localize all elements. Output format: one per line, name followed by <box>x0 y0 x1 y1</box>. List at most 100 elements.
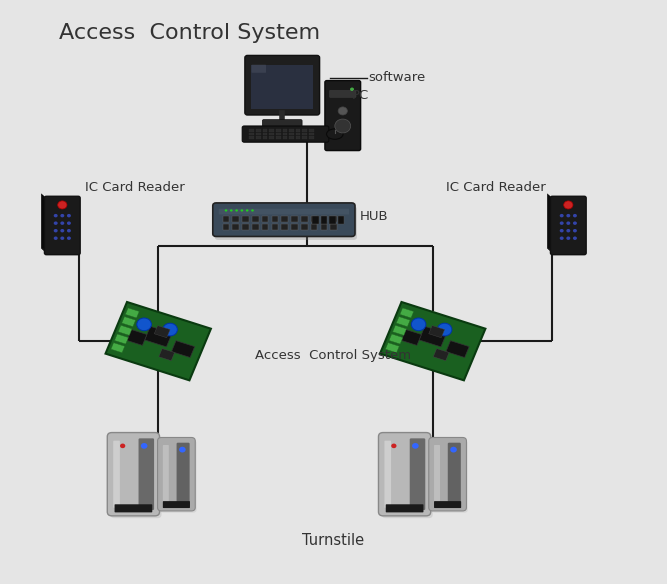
Circle shape <box>560 237 564 240</box>
Bar <box>302 133 307 135</box>
Bar <box>289 133 293 135</box>
Polygon shape <box>419 326 447 347</box>
Bar <box>302 130 307 132</box>
Polygon shape <box>380 302 486 380</box>
Circle shape <box>241 209 243 211</box>
Bar <box>269 133 274 135</box>
Text: Access  Control System: Access Control System <box>59 23 320 43</box>
FancyBboxPatch shape <box>448 443 461 506</box>
FancyBboxPatch shape <box>107 433 159 516</box>
Bar <box>309 130 313 132</box>
Circle shape <box>335 119 351 133</box>
FancyBboxPatch shape <box>245 55 319 115</box>
Bar <box>295 130 300 132</box>
Bar <box>301 216 307 222</box>
Circle shape <box>412 443 419 449</box>
Bar <box>281 224 288 230</box>
Bar <box>276 137 281 139</box>
Polygon shape <box>547 193 552 253</box>
Polygon shape <box>400 308 414 318</box>
Polygon shape <box>389 334 403 344</box>
Bar <box>269 130 274 132</box>
Bar <box>233 216 239 222</box>
FancyBboxPatch shape <box>213 203 355 237</box>
FancyBboxPatch shape <box>251 65 266 73</box>
Bar <box>338 216 344 224</box>
FancyBboxPatch shape <box>157 437 195 511</box>
Polygon shape <box>41 248 78 253</box>
FancyBboxPatch shape <box>378 433 431 516</box>
Bar <box>283 137 287 139</box>
Circle shape <box>60 214 64 217</box>
Polygon shape <box>111 343 125 353</box>
Circle shape <box>566 237 570 240</box>
Bar <box>233 224 239 230</box>
FancyBboxPatch shape <box>325 81 361 151</box>
Bar <box>301 224 307 230</box>
Bar <box>271 224 278 230</box>
Bar <box>242 216 249 222</box>
Bar <box>249 133 254 135</box>
Bar <box>291 216 298 222</box>
Bar <box>291 224 298 230</box>
FancyBboxPatch shape <box>434 501 461 508</box>
Circle shape <box>67 229 71 232</box>
Circle shape <box>392 444 396 448</box>
Circle shape <box>246 209 249 211</box>
Bar <box>330 216 337 222</box>
FancyBboxPatch shape <box>429 437 466 511</box>
Polygon shape <box>115 334 129 344</box>
Bar <box>262 216 269 222</box>
Circle shape <box>573 237 577 240</box>
Text: PC: PC <box>352 89 370 102</box>
Text: IC Card Reader: IC Card Reader <box>85 182 185 194</box>
FancyBboxPatch shape <box>111 436 161 518</box>
Bar <box>311 224 317 230</box>
Polygon shape <box>154 326 170 338</box>
Bar <box>309 133 313 135</box>
FancyBboxPatch shape <box>386 505 424 512</box>
Bar <box>276 130 281 132</box>
Bar <box>223 216 229 222</box>
FancyBboxPatch shape <box>115 505 152 512</box>
FancyBboxPatch shape <box>329 91 356 98</box>
Polygon shape <box>105 302 211 380</box>
FancyBboxPatch shape <box>113 441 120 507</box>
Circle shape <box>57 201 67 209</box>
Bar <box>302 137 307 139</box>
Bar <box>321 224 327 230</box>
FancyBboxPatch shape <box>163 501 190 508</box>
FancyBboxPatch shape <box>550 196 586 255</box>
Polygon shape <box>159 349 175 361</box>
Circle shape <box>560 221 564 225</box>
Polygon shape <box>386 343 400 353</box>
Circle shape <box>438 323 452 336</box>
Bar <box>281 216 288 222</box>
Polygon shape <box>41 193 47 253</box>
Circle shape <box>230 209 233 211</box>
Circle shape <box>67 237 71 240</box>
FancyBboxPatch shape <box>242 126 329 142</box>
Circle shape <box>137 318 151 331</box>
Polygon shape <box>145 326 172 347</box>
Bar <box>295 137 300 139</box>
Text: Access  Control System: Access Control System <box>255 349 412 362</box>
Bar <box>283 133 287 135</box>
Circle shape <box>60 229 64 232</box>
Circle shape <box>560 229 564 232</box>
Bar <box>309 137 313 139</box>
FancyBboxPatch shape <box>219 208 349 214</box>
Polygon shape <box>122 317 135 326</box>
Circle shape <box>573 229 577 232</box>
Bar <box>262 224 269 230</box>
Circle shape <box>141 443 147 449</box>
Circle shape <box>235 209 238 211</box>
Circle shape <box>412 318 426 331</box>
Circle shape <box>54 237 57 240</box>
Text: HUB: HUB <box>360 210 389 223</box>
Circle shape <box>566 229 570 232</box>
Bar <box>269 137 274 139</box>
FancyBboxPatch shape <box>434 445 440 503</box>
Bar <box>321 216 327 224</box>
Bar <box>321 216 327 222</box>
